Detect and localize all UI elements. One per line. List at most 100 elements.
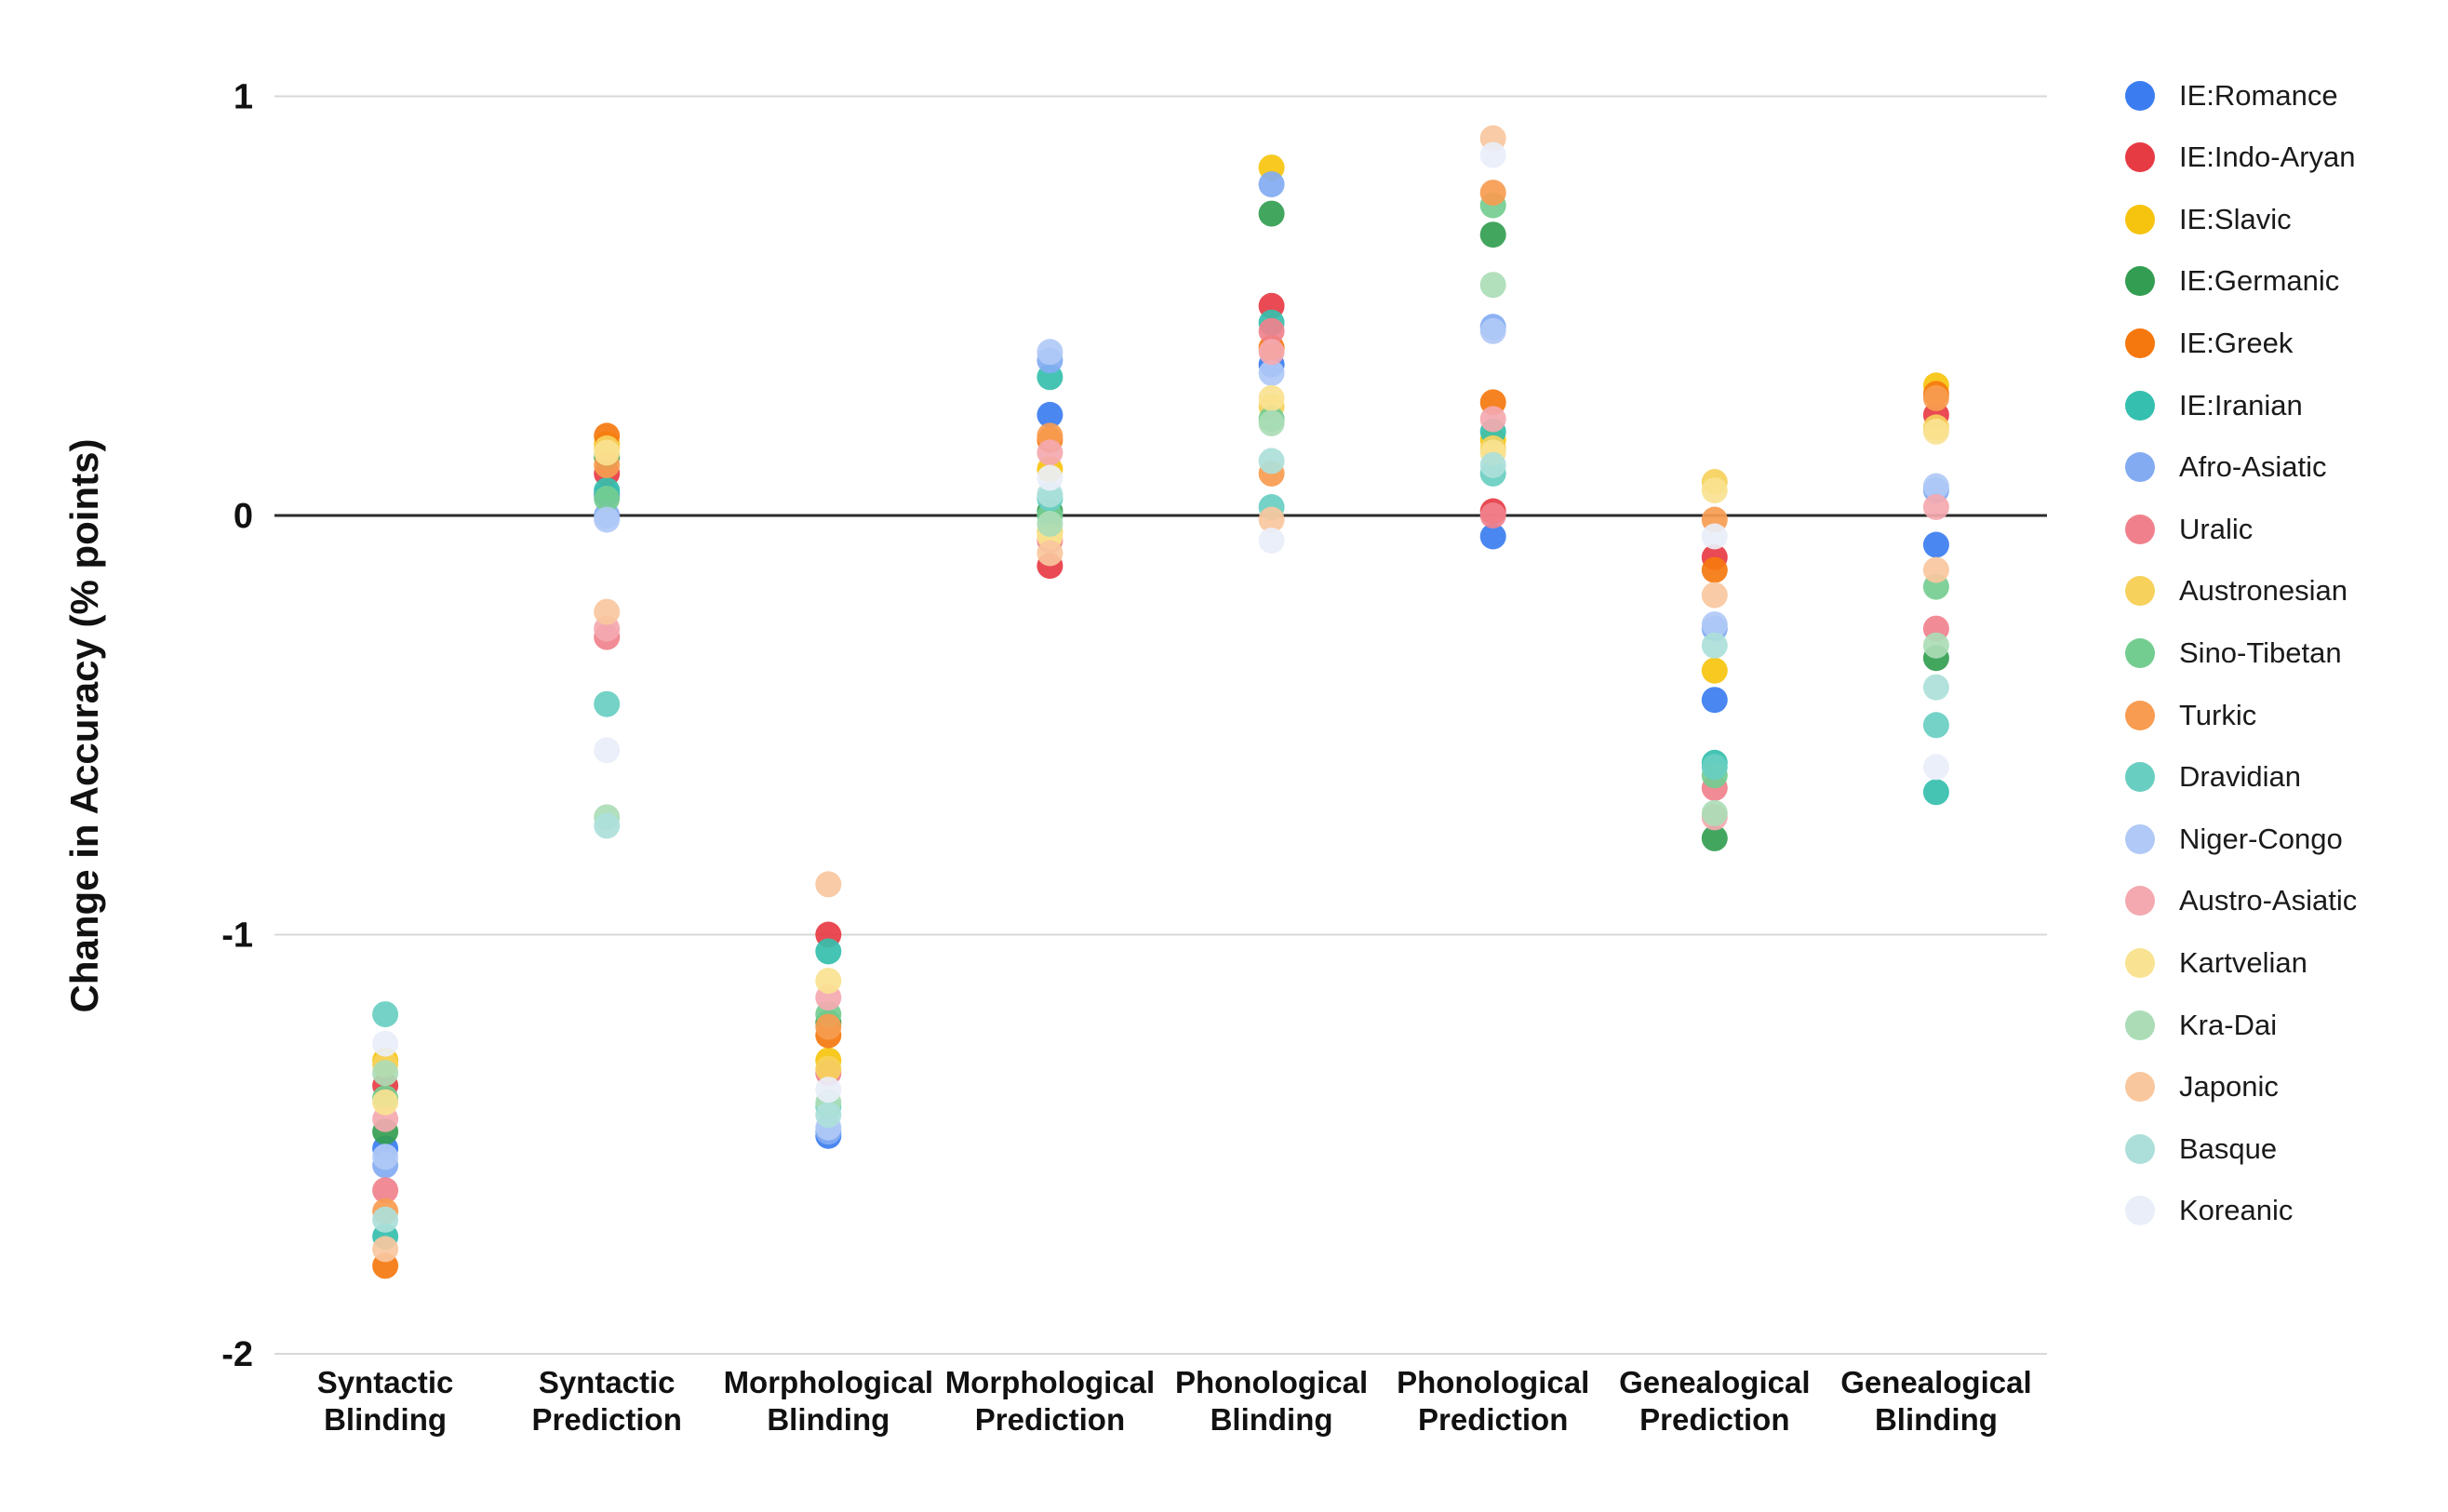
legend-marker-icon [2125,80,2155,111]
point-Basque-cat5 [1479,451,1506,478]
point-IE:Iranian-cat2 [815,938,842,965]
point-Basque-cat0 [372,1206,399,1233]
legend-item-Japonic[interactable]: Japonic [2125,1056,2279,1118]
point-Austronesian-cat2 [815,1055,842,1082]
point-IE:Germanic-cat6 [1701,824,1728,851]
point-Dravidian-cat1 [594,690,621,717]
legend-item-Uralic[interactable]: Uralic [2125,498,2253,560]
point-Austro-Asiatic-cat5 [1479,406,1506,433]
point-Kartvelian-cat7 [1922,418,1949,445]
y-axis-title: Change in Accuracy (% points) [62,439,106,1013]
legend-label: Niger-Congo [2179,822,2343,855]
legend-item-IE:Slavic[interactable]: IE:Slavic [2125,188,2292,250]
legend-marker-icon [2125,1133,2155,1164]
legend-item-Austro-Asiatic[interactable]: Austro-Asiatic [2125,870,2357,932]
point-Koreanic-cat3 [1037,464,1063,491]
legend-marker-icon [2125,204,2155,234]
point-IE:Romance-cat5 [1479,523,1506,550]
point-Niger-Congo-cat4 [1258,359,1285,386]
y-tick-label--1: -1 [221,917,253,956]
legend-item-IE:Romance[interactable]: IE:Romance [2125,64,2338,127]
legend-label: Austronesian [2179,574,2348,608]
point-Koreanic-cat2 [815,1077,842,1104]
point-Koreanic-cat7 [1922,754,1949,781]
point-IE:Germanic-cat5 [1479,221,1506,248]
y-tick-label-1: 1 [234,78,253,117]
legend-marker-icon [2125,390,2155,421]
point-Kartvelian-cat0 [372,1089,399,1116]
point-Kra-Dai-cat6 [1701,799,1728,826]
point-Japonic-cat2 [815,871,842,898]
legend-item-IE:Germanic[interactable]: IE:Germanic [2125,250,2339,313]
point-Basque-cat6 [1701,632,1728,659]
legend-item-Niger-Congo[interactable]: Niger-Congo [2125,808,2343,870]
legend-item-Basque[interactable]: Basque [2125,1117,2277,1180]
point-IE:Iranian-cat7 [1922,779,1949,806]
legend-marker-icon [2125,947,2155,978]
point-IE:Germanic-cat4 [1258,200,1285,227]
point-Japonic-cat0 [372,1236,399,1263]
legend-label: Dravidian [2179,760,2301,794]
legend-label: IE:Slavic [2179,202,2292,235]
legend-label: Uralic [2179,512,2254,545]
legend-item-Sino-Tibetan[interactable]: Sino-Tibetan [2125,622,2342,684]
legend-marker-icon [2125,637,2155,668]
legend-item-Afro-Asiatic[interactable]: Afro-Asiatic [2125,436,2326,499]
points-layer [372,125,1949,1279]
legend-item-IE:Iranian[interactable]: IE:Iranian [2125,374,2303,436]
point-Koreanic-cat4 [1258,528,1285,554]
point-Kra-Dai-cat3 [1037,511,1063,537]
legend-marker-icon [2125,1072,2155,1103]
legend-label: Koreanic [2179,1194,2294,1227]
legend-item-Dravidian[interactable]: Dravidian [2125,746,2301,809]
point-IE:Romance-cat3 [1037,401,1063,428]
legend-marker-icon [2125,452,2155,483]
legend-item-Turkic[interactable]: Turkic [2125,684,2256,746]
legend-marker-icon [2125,823,2155,854]
point-Japonic-cat6 [1701,582,1728,609]
legend-label: Japonic [2179,1070,2279,1104]
point-Japonic-cat7 [1922,556,1949,583]
legend-item-IE:Greek[interactable]: IE:Greek [2125,312,2293,374]
point-Basque-cat7 [1922,674,1949,701]
legend-item-Koreanic[interactable]: Koreanic [2125,1180,2293,1242]
point-Kra-Dai-cat4 [1258,409,1285,436]
x-category-label-4: Phonological Blinding [1175,1365,1368,1437]
point-IE:Romance-cat7 [1922,531,1949,558]
legend-label: Basque [2179,1131,2278,1165]
legend-label: Kartvelian [2179,945,2308,979]
legend-item-IE:Indo-Aryan[interactable]: IE:Indo-Aryan [2125,127,2356,189]
point-Turkic-cat2 [815,1013,842,1040]
point-Niger-Congo-cat5 [1479,317,1506,344]
legend-marker-icon [2125,576,2155,607]
point-Niger-Congo-cat6 [1701,611,1728,638]
legend-item-Austronesian[interactable]: Austronesian [2125,560,2348,622]
point-Kra-Dai-cat0 [372,1060,399,1087]
point-IE:Greek-cat6 [1701,556,1728,583]
point-Koreanic-cat1 [594,737,621,764]
point-Uralic-cat5 [1479,502,1506,529]
x-category-label-0: Syntactic Blinding [317,1365,454,1437]
point-Sino-Tibetan-cat1 [594,486,621,512]
legend-item-Kartvelian[interactable]: Kartvelian [2125,931,2308,994]
y-tick-label--2: -2 [221,1335,253,1374]
point-Uralic-cat0 [372,1177,399,1204]
point-Austro-Asiatic-cat7 [1922,494,1949,520]
point-Turkic-cat5 [1479,180,1506,207]
x-category-label-5: Phonological Prediction [1397,1365,1589,1437]
x-axis: Syntactic Blinding Syntactic Prediction Morp… [317,1365,2032,1437]
legend-label: IE:Greek [2179,326,2294,359]
point-Kartvelian-cat4 [1258,384,1285,411]
point-Turkic-cat7 [1922,384,1949,411]
x-category-label-7: Genealogical Blinding [1840,1365,2031,1437]
x-category-label-6: Genealogical Prediction [1619,1365,1810,1437]
legend-label: Kra-Dai [2179,1008,2278,1041]
point-Kartvelian-cat6 [1701,477,1728,503]
point-Koreanic-cat5 [1479,141,1506,168]
legend-marker-icon [2125,1010,2155,1040]
legend-item-Kra-Dai[interactable]: Kra-Dai [2125,994,2277,1056]
point-Japonic-cat1 [594,598,621,625]
point-Dravidian-cat0 [372,1001,399,1028]
point-Basque-cat1 [594,812,621,839]
